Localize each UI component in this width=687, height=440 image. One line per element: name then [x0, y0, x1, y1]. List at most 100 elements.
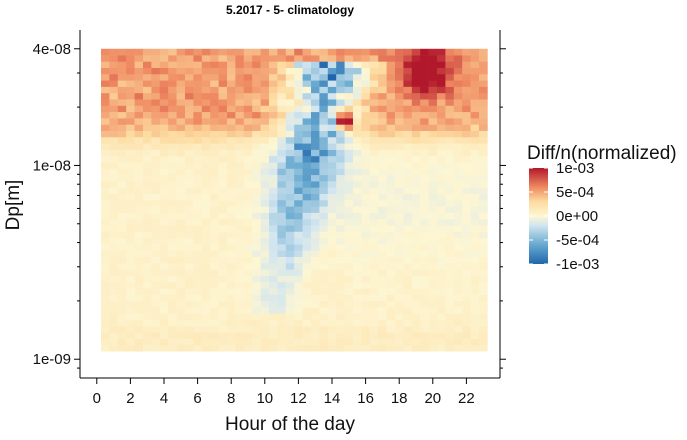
heatmap-cell	[235, 181, 245, 188]
heatmap-cell	[168, 338, 177, 346]
heatmap-cell	[336, 338, 345, 346]
heatmap-cell	[176, 48, 186, 56]
heatmap-cell	[193, 332, 203, 339]
heatmap-cell	[201, 262, 211, 270]
heatmap-cell	[369, 212, 379, 220]
heatmap-cell	[201, 237, 211, 245]
heatmap-cell	[470, 67, 480, 75]
heatmap-cell	[210, 130, 219, 138]
heatmap-cell	[134, 130, 144, 138]
heatmap-cell	[134, 231, 144, 239]
heatmap-cell	[109, 73, 119, 81]
y-tick-label: 1e-08	[33, 157, 71, 174]
heatmap-cell	[294, 313, 303, 320]
heatmap-cell	[201, 174, 211, 182]
heatmap-cell	[428, 307, 438, 314]
heatmap-cell	[218, 250, 228, 257]
heatmap-cell	[109, 168, 119, 176]
heatmap-cell	[479, 256, 488, 264]
heatmap-cell	[126, 193, 135, 201]
heatmap-cell	[386, 181, 396, 188]
heatmap-cell	[109, 105, 119, 113]
heatmap-cell	[101, 67, 110, 75]
heatmap-cell	[319, 162, 329, 169]
heatmap-cell	[369, 332, 379, 339]
heatmap-cell	[470, 332, 480, 339]
heatmap-cell	[361, 61, 371, 68]
heatmap-cell	[453, 281, 463, 289]
heatmap-cell	[210, 55, 219, 62]
heatmap-cell	[185, 111, 194, 119]
heatmap-cell	[277, 225, 287, 232]
heatmap-cell	[437, 124, 446, 131]
heatmap-cell	[269, 225, 278, 232]
heatmap-cell	[403, 61, 413, 68]
heatmap-cell	[403, 332, 413, 339]
heatmap-cell	[252, 244, 261, 251]
heatmap-cell	[269, 288, 278, 295]
heatmap-cell	[252, 275, 261, 283]
heatmap-cell	[395, 199, 404, 207]
heatmap-cell	[151, 288, 161, 295]
heatmap-cell	[185, 206, 194, 213]
heatmap-cell	[353, 294, 362, 302]
heatmap-cell	[327, 86, 337, 94]
heatmap-cell	[403, 244, 413, 251]
heatmap-cell	[353, 181, 362, 188]
heatmap-cell	[227, 319, 236, 327]
heatmap-cell	[386, 80, 396, 87]
heatmap-cell	[134, 199, 144, 207]
heatmap-cell	[227, 73, 236, 81]
heatmap-cell	[260, 48, 270, 56]
heatmap-cell	[277, 162, 287, 169]
heatmap-cell	[227, 244, 236, 251]
heatmap-cell	[235, 86, 245, 94]
heatmap-cell	[201, 199, 211, 207]
heatmap-cell	[243, 218, 253, 226]
heatmap-cell	[378, 86, 387, 94]
heatmap-cell	[285, 143, 295, 150]
heatmap-cell	[411, 225, 421, 232]
heatmap-cell	[109, 61, 119, 68]
heatmap-cell	[101, 193, 110, 201]
heatmap-cell	[319, 199, 329, 207]
heatmap-cell	[378, 262, 387, 270]
heatmap-cell	[353, 218, 362, 226]
heatmap-cell	[344, 275, 354, 283]
heatmap-cell	[336, 105, 345, 113]
heatmap-cell	[462, 92, 471, 100]
heatmap-cell	[353, 225, 362, 232]
heatmap-cell	[311, 61, 320, 68]
heatmap-cell	[327, 199, 337, 207]
heatmap-cell	[101, 250, 110, 257]
heatmap-cell	[185, 55, 194, 62]
heatmap-cell	[218, 136, 228, 144]
heatmap-cell	[134, 218, 144, 226]
heatmap-cell	[185, 73, 194, 81]
heatmap-cell	[269, 319, 278, 327]
heatmap-cell	[411, 61, 421, 68]
heatmap-cell	[117, 326, 127, 333]
heatmap-cell	[411, 307, 421, 314]
heatmap-cell	[285, 237, 295, 245]
heatmap-cell	[168, 162, 177, 169]
heatmap-cell	[311, 281, 320, 289]
heatmap-cell	[344, 294, 354, 302]
heatmap-cell	[176, 80, 186, 87]
heatmap-cell	[386, 143, 396, 150]
heatmap-cell	[201, 212, 211, 220]
heatmap-cell	[378, 237, 387, 245]
heatmap-cell	[453, 225, 463, 232]
heatmap-cell	[311, 218, 320, 226]
heatmap-cell	[395, 332, 404, 339]
heatmap-cell	[159, 244, 169, 251]
heatmap-cell	[227, 149, 236, 157]
heatmap-cell	[168, 199, 177, 207]
heatmap-cell	[336, 61, 345, 68]
heatmap-cell	[117, 86, 127, 94]
heatmap-cell	[277, 48, 287, 56]
heatmap-cell	[252, 130, 261, 138]
heatmap-cell	[411, 237, 421, 245]
heatmap-cell	[117, 105, 127, 113]
heatmap-cell	[159, 281, 169, 289]
